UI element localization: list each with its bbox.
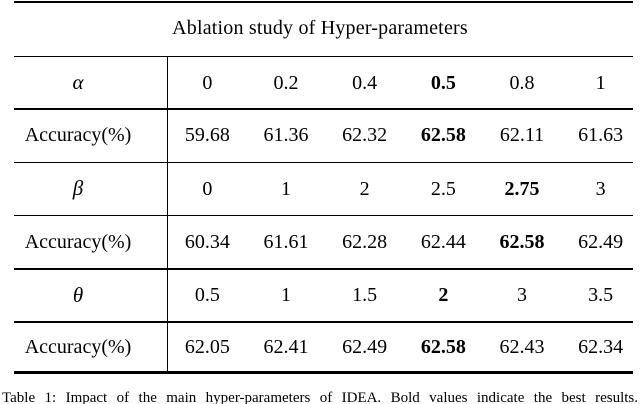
value-cell: 2.75 (504, 177, 540, 200)
table-row: Accuracy(%) 59.68 61.36 62.32 62.58 62.1… (0, 109, 640, 162)
table-row: θ 0.5 1 1.5 2 3 3.5 (0, 269, 640, 322)
value-cell: 62.11 (499, 124, 545, 147)
value-cell: 3 (595, 177, 606, 200)
value-cell: 0.2 (273, 71, 299, 94)
value-cell: 0.4 (352, 71, 378, 94)
accuracy-label: Accuracy(%) (24, 124, 132, 147)
table-mid-rule-2 (14, 108, 633, 110)
value-cell: 61.61 (263, 230, 309, 253)
value-cell: 2 (438, 284, 449, 307)
table-bottom-rule (14, 371, 633, 374)
value-cell: 62.58 (420, 124, 466, 147)
accuracy-label: Accuracy(%) (24, 335, 132, 358)
table-row: Accuracy(%) 60.34 61.61 62.28 62.44 62.5… (0, 216, 640, 269)
column-separator-line (167, 57, 169, 371)
value-cell: 0.5 (430, 71, 456, 94)
value-cell: 1 (280, 177, 291, 200)
value-cell: 2.5 (430, 177, 456, 200)
param-label-alpha: α (72, 70, 84, 94)
table-mid-rule-3 (14, 161, 633, 164)
table-caption: Table 1: Impact of the main hyper-parame… (2, 390, 638, 404)
value-cell: 62.58 (499, 230, 545, 253)
value-cell: 62.44 (420, 230, 466, 253)
value-cell: 1 (595, 71, 606, 94)
param-label-beta: β (72, 176, 84, 200)
value-cell: 3 (516, 284, 527, 307)
value-cell: 0.8 (509, 71, 535, 94)
value-cell: 3.5 (588, 284, 614, 307)
accuracy-label: Accuracy(%) (24, 230, 132, 253)
table-mid-rule-6 (14, 321, 633, 323)
value-cell: 61.63 (578, 124, 624, 147)
value-cell: 62.58 (420, 335, 466, 358)
value-cell: 2 (359, 177, 370, 200)
value-cell: 62.49 (578, 230, 624, 253)
table-row: Accuracy(%) 62.05 62.41 62.49 62.58 62.4… (0, 322, 640, 372)
value-cell: 59.68 (184, 124, 230, 147)
value-cell: 1 (280, 284, 291, 307)
table-mid-rule-5 (14, 268, 633, 270)
value-cell: 0.5 (194, 284, 220, 307)
value-cell: 62.28 (342, 230, 388, 253)
value-cell: 62.41 (263, 335, 309, 358)
value-cell: 62.49 (342, 335, 388, 358)
value-cell: 62.43 (499, 335, 545, 358)
value-cell: 60.34 (184, 230, 230, 253)
value-cell: 0 (202, 71, 213, 94)
value-cell: 62.05 (184, 335, 230, 358)
table-top-rule (14, 1, 633, 4)
table-mid-rule-1 (14, 55, 633, 58)
param-label-theta: θ (72, 282, 84, 307)
value-cell: 62.32 (342, 124, 388, 147)
table-title: Ablation study of Hyper-parameters (172, 17, 468, 39)
value-cell: 0 (202, 177, 213, 200)
value-cell: 61.36 (263, 124, 309, 147)
value-cell: 62.34 (578, 335, 624, 358)
table-row: α 0 0.2 0.4 0.5 0.8 1 (0, 57, 640, 108)
table-mid-rule-4 (14, 214, 633, 217)
value-cell: 1.5 (352, 284, 378, 307)
table-row: β 0 1 2 2.5 2.75 3 (0, 163, 640, 215)
